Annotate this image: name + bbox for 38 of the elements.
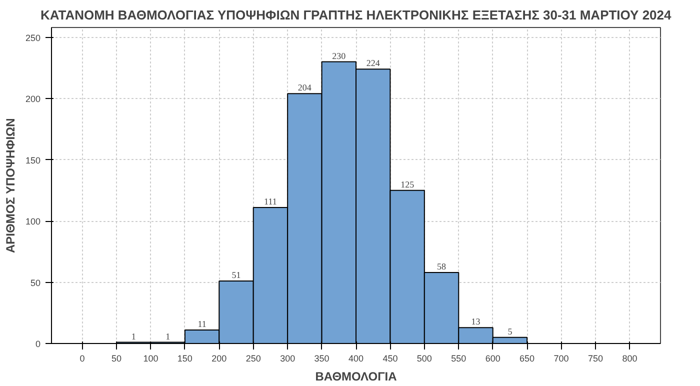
x-axis-title: ΒΑΘΜΟΛΟΓΙΑ	[315, 370, 398, 384]
data-label: 111	[264, 196, 277, 207]
y-tick-label: 150	[25, 155, 41, 166]
x-tick-label: 600	[485, 354, 500, 364]
x-tick-label: 250	[246, 354, 261, 364]
data-label: 125	[400, 179, 415, 190]
x-tick-label: 550	[451, 354, 466, 364]
data-label: 11	[198, 319, 206, 330]
chart-title: ΚΑΤΑΝΟΜΗ ΒΑΘΜΟΛΟΓΙΑΣ ΥΠΟΨΗΦΙΩΝ ΓΡΑΠΤΗΣ ΗΛΕΚΤΡΟΝΙΚΗΣ ΕΞΕΤΑΣΗΣ 30-31 ΜΑΡΤΙΟΥ 2024	[40, 8, 672, 22]
data-label: 5	[508, 326, 513, 336]
data-label: 204	[298, 82, 312, 93]
data-label: 1	[131, 331, 136, 342]
x-tick-label: 400	[348, 354, 364, 364]
y-tick-label: 100	[25, 216, 41, 227]
x-tick-label: 0	[80, 354, 85, 364]
data-label: 224	[366, 58, 380, 68]
data-label: 58	[437, 261, 447, 272]
x-tick-label: 100	[143, 354, 158, 364]
x-tick-label: 500	[416, 354, 432, 364]
x-tick-label: 700	[554, 354, 569, 364]
y-tick-label: 200	[25, 94, 41, 104]
y-tick-label: 50	[30, 278, 41, 288]
y-axis-title: ΑΡΙΘΜΟΣ ΥΠΟΨΗΦΙΩΝ	[3, 118, 18, 254]
x-tick-label: 150	[177, 354, 192, 364]
data-label: 1	[166, 331, 170, 342]
x-tick-label: 200	[212, 354, 227, 364]
data-label: 230	[332, 50, 346, 61]
y-tick-label: 250	[25, 32, 41, 43]
x-tick-label: 750	[588, 354, 604, 364]
y-tick-label: 0	[35, 339, 41, 349]
x-tick-label: 50	[112, 354, 122, 364]
data-label: 51	[232, 270, 241, 280]
x-tick-label: 350	[314, 354, 330, 364]
x-tick-label: 650	[520, 354, 535, 364]
x-tick-label: 450	[382, 354, 398, 364]
x-tick-label: 800	[622, 354, 638, 364]
data-label: 13	[471, 316, 481, 327]
x-tick-label: 300	[280, 354, 296, 364]
